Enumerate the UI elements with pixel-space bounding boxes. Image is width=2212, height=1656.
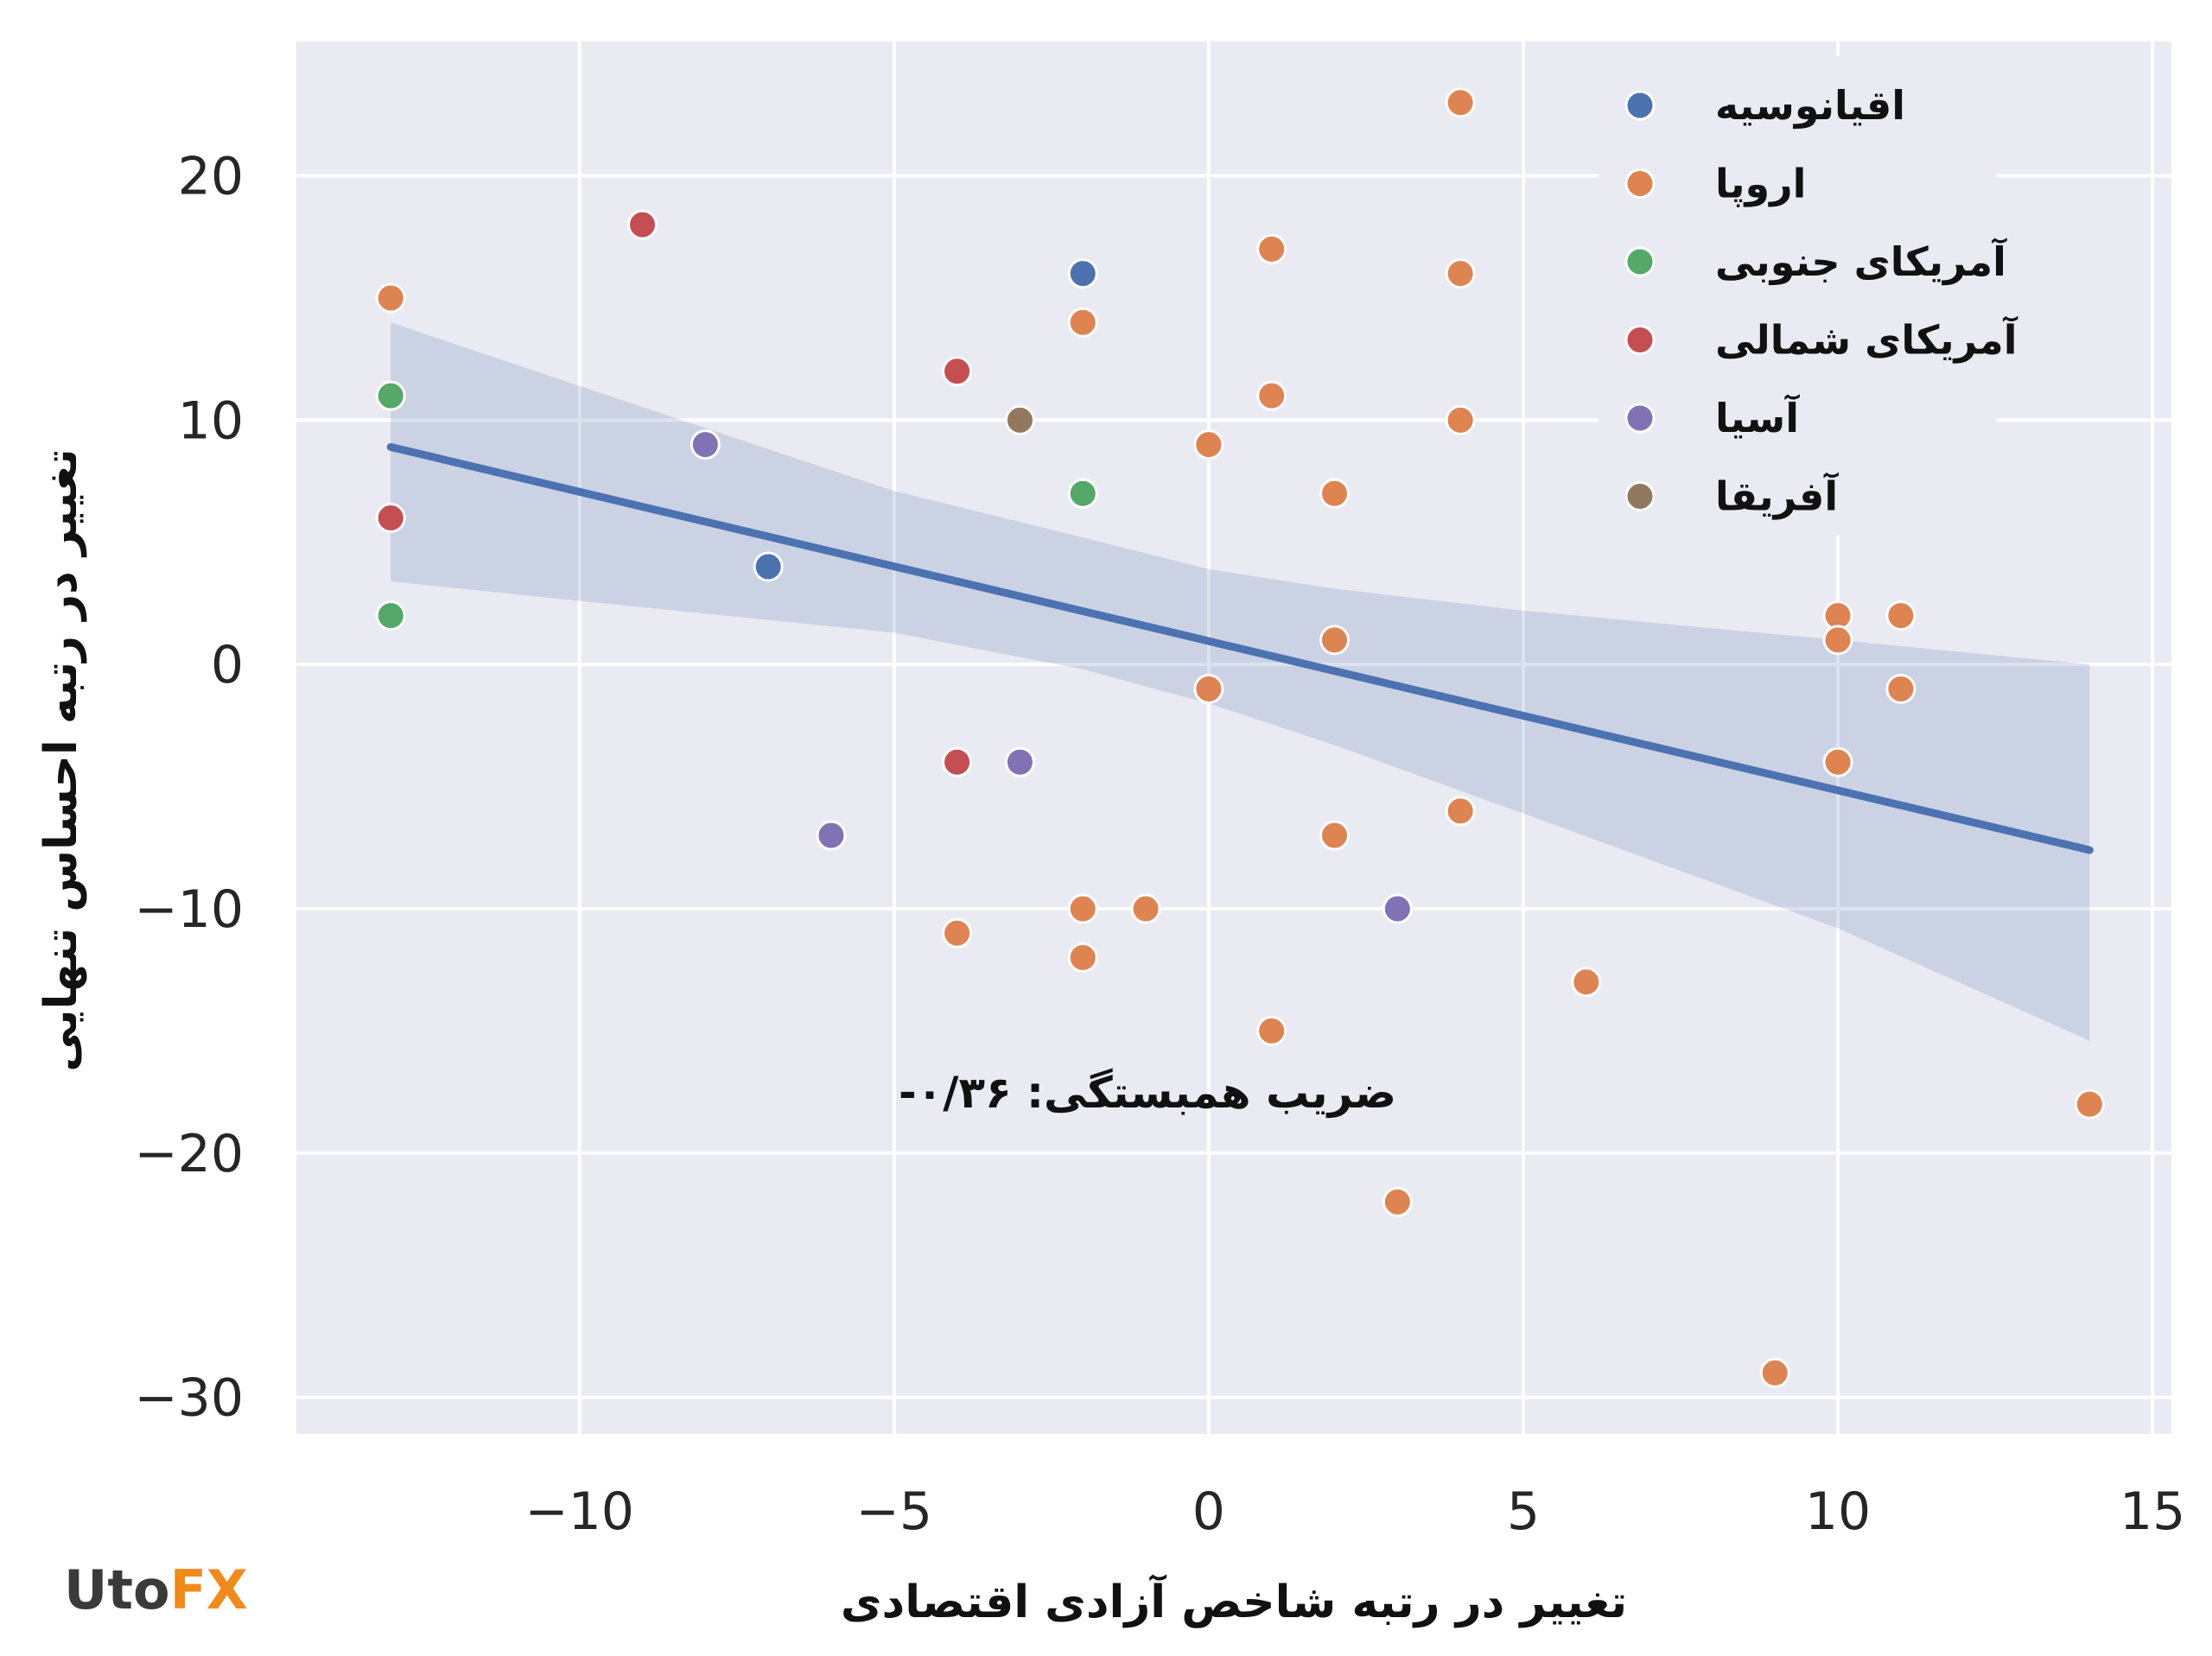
x-tick-label: 5 [1507, 1482, 1540, 1542]
data-point-series-0 [753, 551, 784, 582]
data-point-series-1 [1445, 796, 1476, 827]
legend: اقیانوسیه اروپا آمریکای جنوبی آمریکای شمالی… [1599, 56, 2018, 536]
data-point-series-1 [1885, 600, 1916, 631]
legend-marker [1624, 325, 1656, 355]
data-point-series-1 [1382, 1186, 1413, 1217]
data-point-series-1 [1822, 625, 1853, 656]
legend-label: آمریکای شمالی [1715, 316, 2018, 364]
data-point-series-1 [942, 917, 973, 949]
scatter-points [375, 87, 2105, 1388]
y-tick-label: 20 [178, 147, 244, 207]
legend-label: آسیا [1715, 394, 1800, 441]
y-tick-label: 10 [178, 390, 244, 451]
data-point-series-1 [1256, 380, 1287, 411]
confidence-band [391, 322, 2090, 1041]
y-tick-label: −20 [134, 1124, 244, 1184]
data-point-series-0 [1067, 258, 1098, 289]
legend-marker [1624, 168, 1656, 199]
data-point-series-3 [942, 746, 973, 777]
legend-marker [1624, 246, 1656, 277]
x-tick-labels: −10 −5 0 5 10 15 [524, 1482, 2185, 1542]
data-point-series-5 [1004, 404, 1035, 435]
data-point-series-1 [1067, 942, 1098, 974]
legend-marker [1624, 90, 1656, 121]
data-point-series-4 [1382, 893, 1413, 924]
data-point-series-1 [1319, 820, 1351, 851]
data-point-series-1 [1445, 87, 1476, 118]
y-tick-label: 0 [211, 635, 244, 695]
data-point-series-4 [1004, 746, 1035, 777]
data-point-series-1 [1319, 478, 1351, 509]
data-point-series-1 [1445, 258, 1476, 289]
correlation-annotation: ضریب همبستگی: ۰/۳۶- [899, 1068, 1396, 1119]
legend-label: آفریقا [1715, 473, 1839, 520]
legend-marker [1624, 403, 1656, 434]
x-tick-label: −5 [856, 1482, 932, 1542]
data-point-series-1 [375, 282, 406, 314]
data-point-series-1 [1822, 746, 1853, 777]
x-tick-label: 15 [2120, 1482, 2185, 1542]
data-point-series-1 [1759, 1357, 1790, 1388]
data-point-series-2 [375, 380, 406, 411]
data-point-series-1 [1130, 893, 1161, 924]
data-point-series-1 [2074, 1088, 2105, 1120]
data-point-series-1 [1885, 673, 1916, 704]
utofx-logo: UtoFX [64, 1558, 248, 1621]
data-point-series-1 [1256, 1015, 1287, 1046]
data-point-series-2 [1067, 478, 1098, 509]
data-point-series-1 [1445, 404, 1476, 435]
data-point-series-1 [1571, 967, 1602, 998]
x-axis-label: تغییر در رتبه شاخص آزادی اقتصادی [841, 1574, 1627, 1628]
data-point-series-1 [1067, 893, 1098, 924]
legend-label: آمریکای جنوبی [1715, 238, 2007, 285]
data-point-series-3 [627, 209, 658, 240]
x-tick-label: 10 [1805, 1482, 1871, 1542]
data-point-series-4 [816, 820, 847, 851]
legend-label: اقیانوسیه [1715, 82, 1905, 129]
data-point-series-4 [690, 429, 721, 460]
y-tick-label: −30 [134, 1368, 244, 1429]
legend-background [1599, 56, 1996, 536]
data-point-series-2 [375, 600, 406, 631]
data-point-series-3 [375, 502, 406, 533]
x-tick-label: −10 [524, 1482, 634, 1542]
y-axis-label: تغییر در رتبه احساس تنهایی [35, 448, 87, 1071]
data-point-series-1 [1319, 625, 1351, 656]
data-point-series-1 [1193, 429, 1224, 460]
legend-label: اروپا [1715, 161, 1806, 208]
regression-line [386, 442, 2094, 854]
data-point-series-1 [1256, 233, 1287, 264]
y-tick-labels: −30 −20 −10 0 10 20 [134, 147, 244, 1429]
data-point-series-1 [1067, 307, 1098, 338]
data-point-series-1 [1193, 673, 1224, 704]
y-tick-label: −10 [134, 879, 244, 940]
legend-marker [1624, 481, 1656, 511]
x-tick-label: 0 [1192, 1482, 1225, 1542]
data-point-series-3 [942, 356, 973, 387]
